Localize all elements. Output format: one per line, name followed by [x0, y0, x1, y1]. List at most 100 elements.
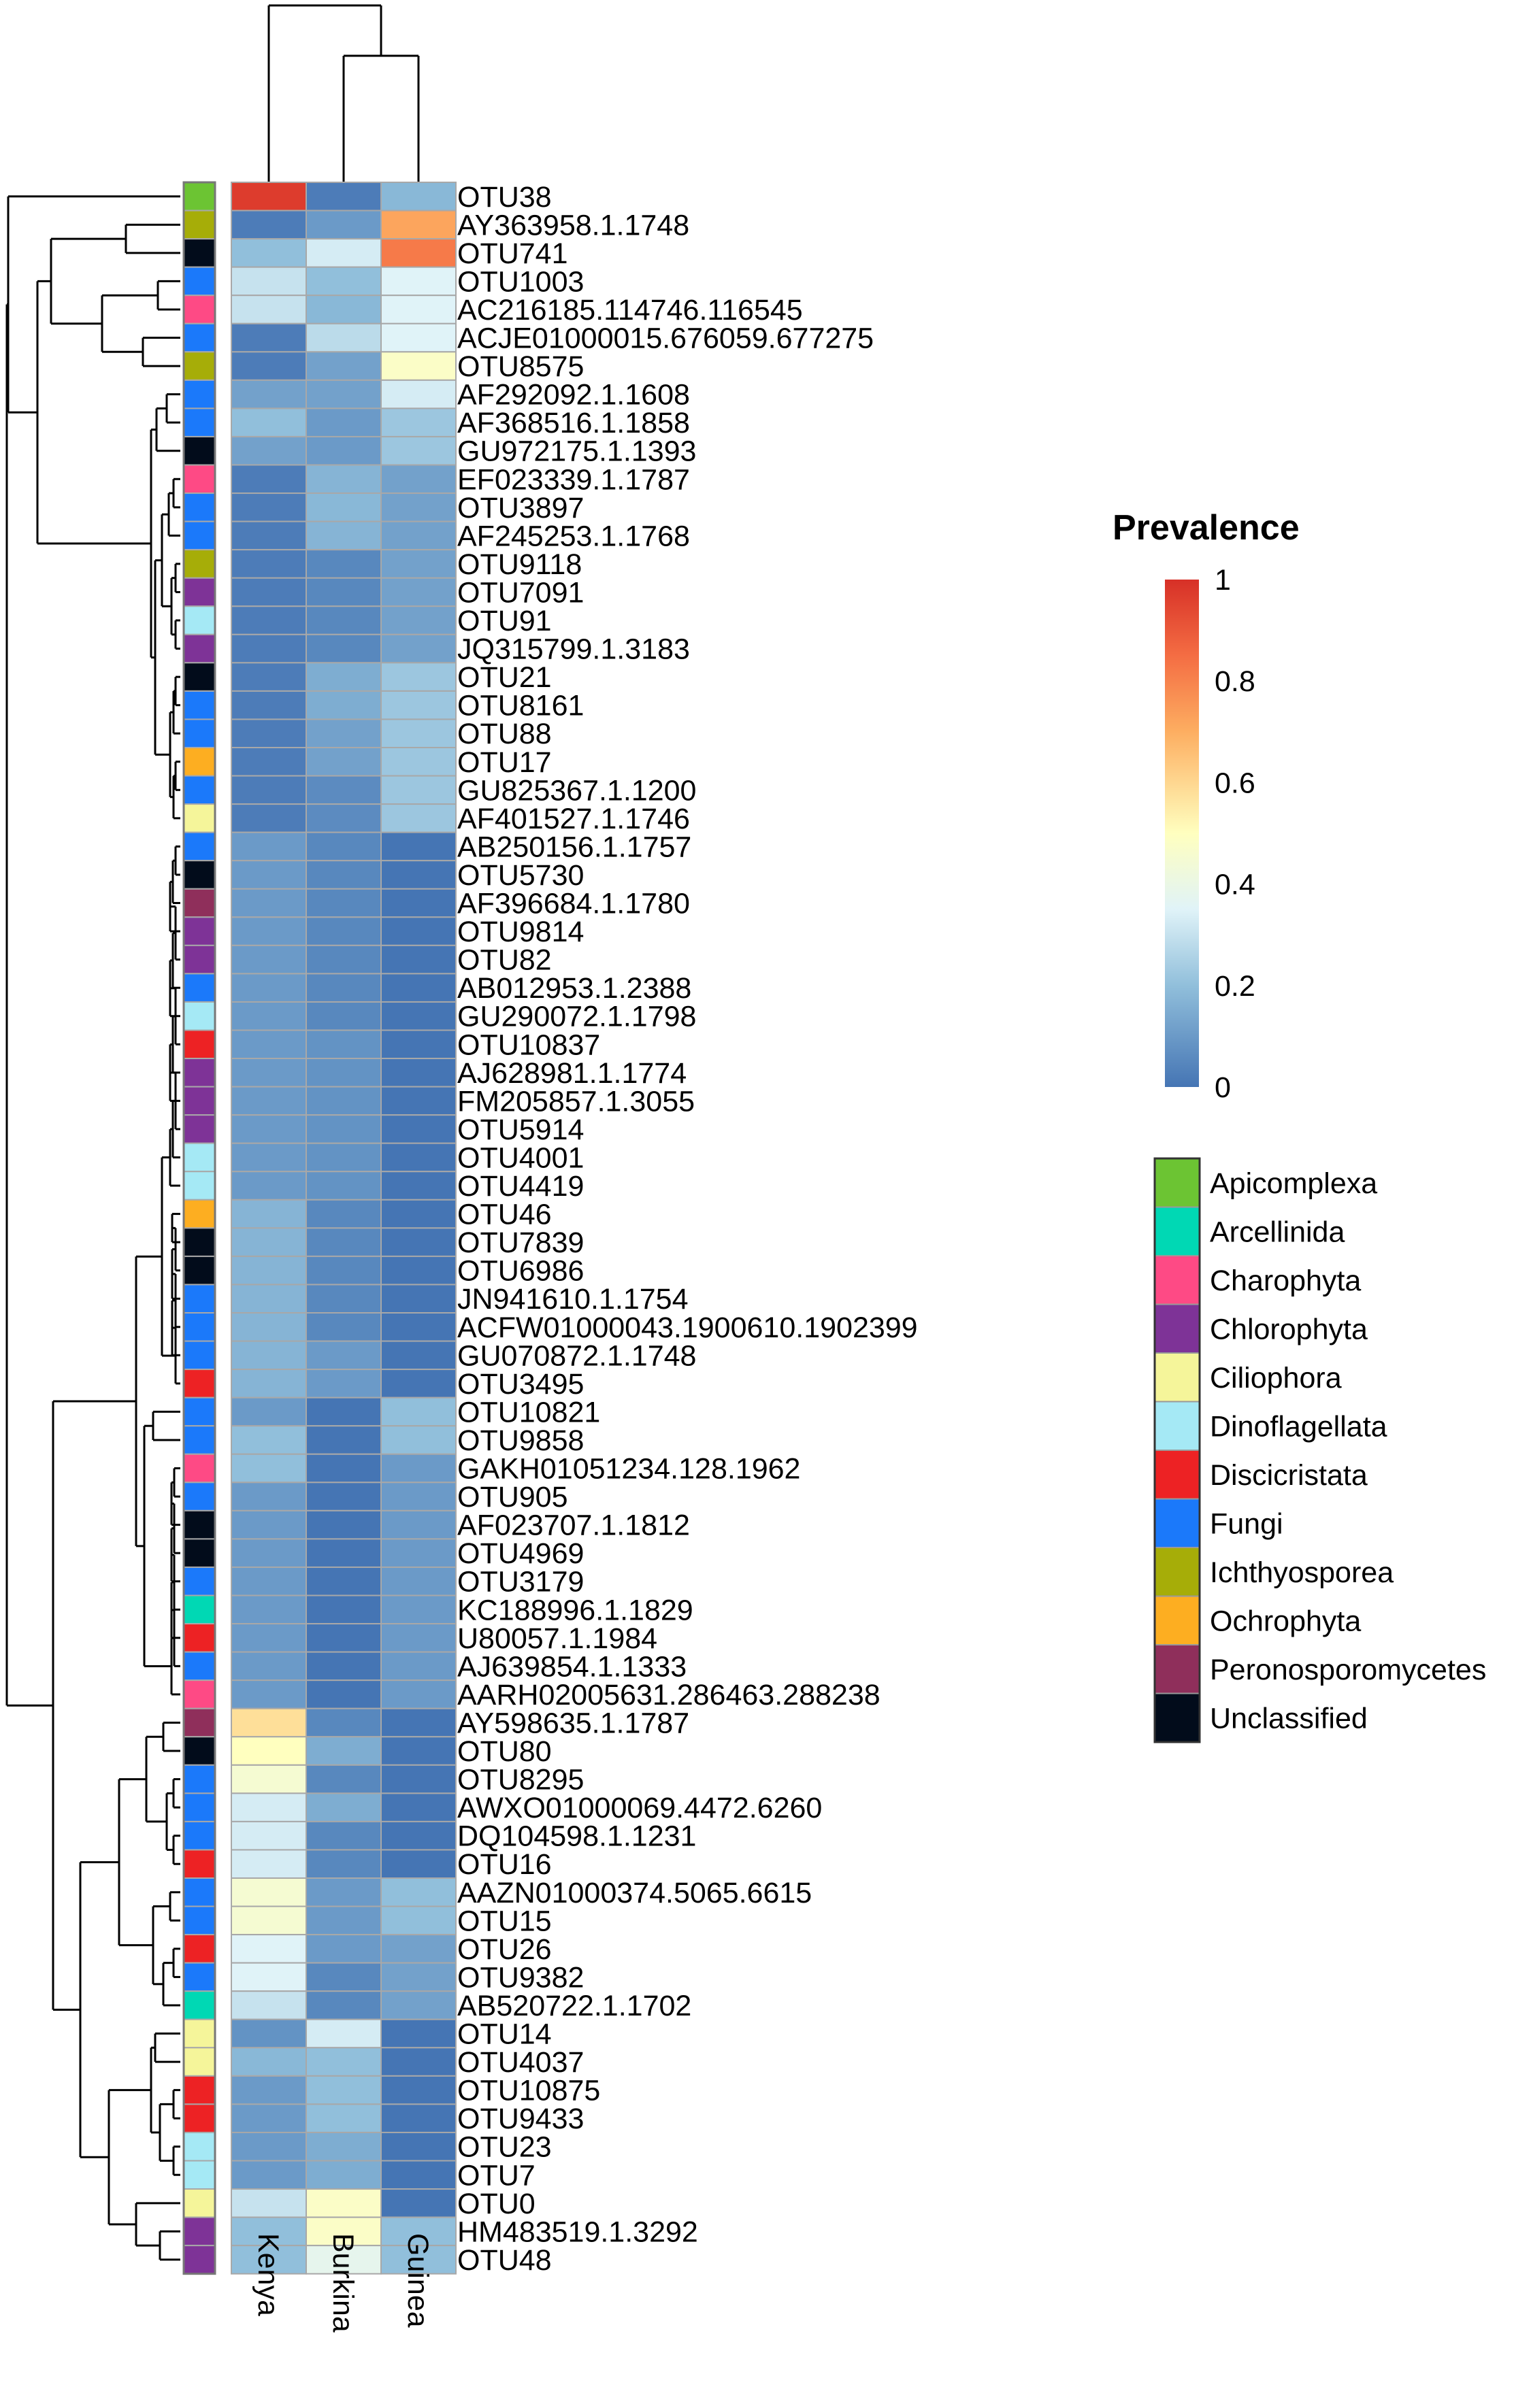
- legend-title: Prevalence: [1113, 508, 1300, 548]
- row-label: OTU17: [457, 746, 552, 779]
- group-annotation-cell: [183, 1255, 216, 1286]
- row-label: AF245253.1.1768: [457, 520, 690, 552]
- heatmap-cell: [380, 1792, 457, 1822]
- group-annotation-cell: [183, 1934, 216, 1964]
- heatmap-cell: [380, 295, 457, 324]
- row-label: AF368516.1.1858: [457, 407, 690, 439]
- row-label: OTU15: [457, 1905, 552, 1937]
- row-label: AY363958.1.1748: [457, 209, 689, 241]
- heatmap-cell: [380, 2160, 457, 2190]
- heatmap-cell: [306, 1877, 382, 1907]
- group-annotation-cell: [183, 1453, 216, 1484]
- row-label: OTU4037: [457, 2046, 584, 2079]
- row-label: OTU4001: [457, 1141, 584, 1174]
- heatmap-cell: [306, 860, 382, 890]
- row-label: AC216185.114746.116545: [457, 294, 803, 327]
- heatmap-cell: [306, 2103, 382, 2133]
- row-label: OTU3897: [457, 492, 584, 524]
- heatmap-cell: [231, 322, 307, 353]
- row-label: OTU3495: [457, 1368, 584, 1401]
- heatmap-cell: [380, 577, 457, 607]
- color-bar: [1165, 580, 1199, 1087]
- group-annotation-cell: [183, 1594, 216, 1625]
- heatmap-cell: [231, 1679, 307, 1709]
- row-label: OTU5914: [457, 1114, 584, 1146]
- heatmap-cell: [231, 831, 307, 862]
- column-dendrogram: [267, 4, 420, 182]
- group-annotation-cell: [183, 210, 216, 240]
- heatmap-cell: [380, 2103, 457, 2133]
- group-annotation-cell: [183, 577, 216, 607]
- group-annotation-cell: [183, 351, 216, 381]
- heatmap-cell: [306, 718, 382, 748]
- heatmap-cell: [231, 1651, 307, 1682]
- heatmap-cells: [231, 182, 457, 2275]
- heatmap-cell: [231, 690, 307, 720]
- group-annotation-cell: [183, 492, 216, 522]
- heatmap-cell: [306, 973, 382, 1003]
- heatmap-cell: [306, 1990, 382, 2020]
- heatmap-cell: [380, 1934, 457, 1964]
- heatmap-cell: [306, 2160, 382, 2190]
- heatmap-cell: [231, 718, 307, 748]
- heatmap-cell: [231, 1594, 307, 1625]
- heatmap-cell: [306, 1651, 382, 1682]
- group-annotation-cell: [183, 520, 216, 551]
- heatmap-cell: [231, 775, 307, 805]
- group-annotation-cell: [183, 1990, 216, 2020]
- heatmap-cell: [231, 1566, 307, 1596]
- heatmap-cell: [306, 295, 382, 324]
- heatmap-cell: [306, 1142, 382, 1173]
- heatmap-cell: [231, 1227, 307, 1257]
- heatmap-cell: [380, 1001, 457, 1031]
- row-label: OTU21: [457, 661, 552, 694]
- heatmap-cell: [306, 182, 382, 212]
- group-annotation-cell: [183, 860, 216, 890]
- heatmap-cell: [380, 1453, 457, 1484]
- heatmap-cell: [380, 1284, 457, 1314]
- heatmap-cell: [231, 2245, 307, 2275]
- heatmap-cell: [306, 322, 382, 353]
- row-label: ACFW01000043.1900610.1902399: [457, 1311, 918, 1344]
- heatmap-cell: [231, 1482, 307, 1511]
- group-annotation-cell: [183, 1369, 216, 1399]
- heatmap-cell: [380, 662, 457, 692]
- heatmap-cell: [380, 1142, 457, 1173]
- heatmap-cell: [380, 210, 457, 240]
- color-bar-tick-label: 0.8: [1215, 665, 1255, 698]
- heatmap-cell: [231, 1171, 307, 1201]
- heatmap-cell: [380, 266, 457, 297]
- row-label: ACJE01000015.676059.677275: [457, 322, 874, 355]
- heatmap-cell: [231, 1990, 307, 2020]
- heatmap-cell: [306, 916, 382, 946]
- heatmap-cell: [306, 1934, 382, 1964]
- group-annotation-cell: [183, 2160, 216, 2190]
- group-annotation-cell: [183, 1623, 216, 1653]
- heatmap-cell: [231, 605, 307, 635]
- heatmap-cell: [380, 549, 457, 579]
- row-label: GU825367.1.1200: [457, 774, 696, 807]
- heatmap-cell: [380, 1538, 457, 1568]
- heatmap-cell: [306, 1764, 382, 1794]
- heatmap-cell: [231, 210, 307, 240]
- heatmap-cell: [231, 1934, 307, 1964]
- heatmap-cell: [380, 407, 457, 437]
- heatmap-cell: [380, 831, 457, 862]
- heatmap-cell: [380, 1820, 457, 1851]
- heatmap-cell: [380, 1990, 457, 2020]
- row-dendrogram: [5, 195, 180, 2261]
- heatmap-cell: [306, 1001, 382, 1031]
- heatmap-cell: [306, 549, 382, 579]
- row-labels: OTU38AY363958.1.1748OTU741OTU1003AC21618…: [457, 181, 918, 2277]
- group-legend-border: [1153, 1157, 1201, 1743]
- row-label: OTU10875: [457, 2075, 600, 2107]
- group-annotation-cell: [183, 1962, 216, 1992]
- heatmap-cell: [306, 775, 382, 805]
- prevalence-color-legend: Prevalence 0 0.2 0.4 0.6 0.8 1: [1113, 508, 1300, 1104]
- heatmap-cell: [231, 1255, 307, 1286]
- heatmap-cell: [306, 407, 382, 437]
- group-legend-swatch: [1154, 1498, 1200, 1548]
- group-legend-swatch: [1154, 1644, 1200, 1694]
- heatmap-cell: [380, 1199, 457, 1229]
- row-label: OTU23: [457, 2131, 552, 2164]
